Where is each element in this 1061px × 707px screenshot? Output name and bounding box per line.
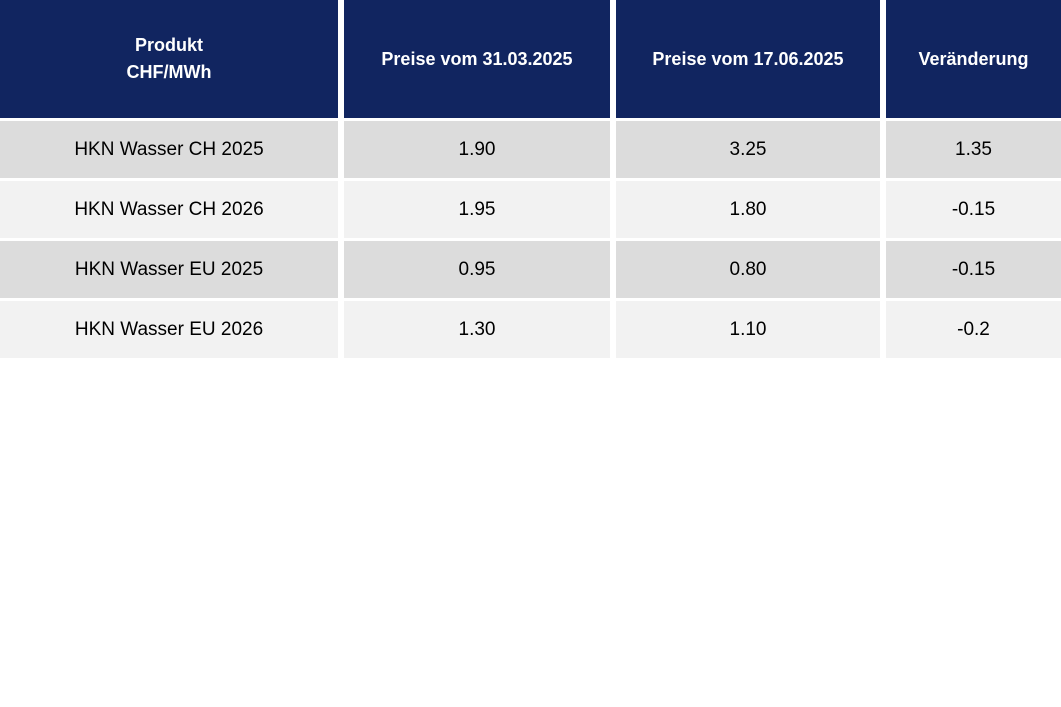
table-row-price-old: 1.90 [344, 121, 610, 178]
table-row-change: -0.15 [886, 241, 1061, 298]
table-row-price-new: 3.25 [616, 121, 880, 178]
table-row-price-old: 0.95 [344, 241, 610, 298]
table-row-change: -0.2 [886, 301, 1061, 358]
table-row-price-new: 1.80 [616, 181, 880, 238]
column-header-product-line2: CHF/MWh [126, 62, 212, 82]
column-header-change: Veränderung [886, 0, 1061, 118]
price-table: Produkt CHF/MWh Preise vom 31.03.2025 Pr… [0, 0, 1061, 358]
table-row-product: HKN Wasser CH 2025 [0, 121, 338, 178]
column-header-price-old: Preise vom 31.03.2025 [344, 0, 610, 118]
table-row-price-old: 1.95 [344, 181, 610, 238]
column-header-product: Produkt CHF/MWh [0, 0, 338, 118]
column-header-product-line1: Produkt [134, 35, 203, 55]
table-row-price-new: 0.80 [616, 241, 880, 298]
table-row-price-new: 1.10 [616, 301, 880, 358]
table-row-price-old: 1.30 [344, 301, 610, 358]
table-row-product: HKN Wasser EU 2026 [0, 301, 338, 358]
table-row-change: -0.15 [886, 181, 1061, 238]
table-row-product: HKN Wasser EU 2025 [0, 241, 338, 298]
column-header-price-new: Preise vom 17.06.2025 [616, 0, 880, 118]
table-row-product: HKN Wasser CH 2026 [0, 181, 338, 238]
table-row-change: 1.35 [886, 121, 1061, 178]
